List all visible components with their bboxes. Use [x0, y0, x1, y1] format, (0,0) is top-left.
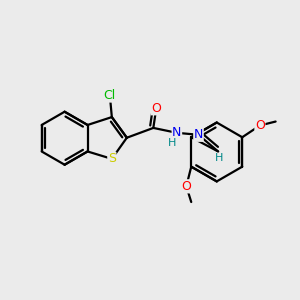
Text: O: O: [151, 102, 161, 115]
Text: Cl: Cl: [104, 89, 116, 102]
Text: H: H: [215, 153, 223, 163]
Text: H: H: [168, 138, 176, 148]
Text: N: N: [194, 128, 203, 141]
Text: O: O: [255, 119, 265, 132]
Text: O: O: [182, 180, 191, 193]
Text: N: N: [172, 126, 182, 139]
Text: S: S: [108, 152, 116, 165]
